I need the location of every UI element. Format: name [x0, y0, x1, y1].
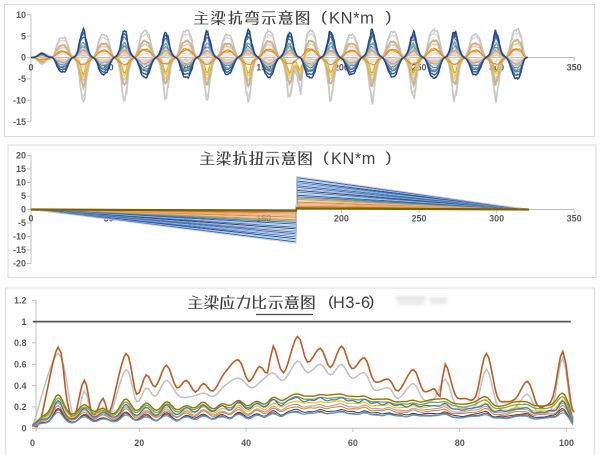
- svg-text:300: 300: [489, 63, 504, 73]
- svg-text:KN*m: KN*m: [331, 150, 376, 168]
- svg-text:0: 0: [30, 438, 35, 448]
- svg-text:60: 60: [348, 438, 358, 448]
- svg-text:5: 5: [21, 191, 26, 201]
- svg-text:10: 10: [16, 10, 26, 20]
- svg-text:KN*m: KN*m: [329, 10, 375, 28]
- svg-text:-5: -5: [18, 218, 26, 228]
- svg-text:H3-6: H3-6: [333, 294, 371, 312]
- svg-text:0: 0: [21, 53, 26, 63]
- svg-text:80: 80: [455, 438, 465, 448]
- svg-text:0: 0: [28, 63, 33, 73]
- svg-text:40: 40: [241, 438, 251, 448]
- svg-text:0.4: 0.4: [14, 381, 27, 391]
- svg-text:-15: -15: [13, 245, 26, 255]
- svg-text:1.2: 1.2: [14, 296, 27, 306]
- svg-text:300: 300: [489, 214, 504, 224]
- svg-text:20: 20: [16, 151, 26, 161]
- svg-text:0: 0: [21, 205, 26, 215]
- svg-text:250: 250: [411, 214, 426, 224]
- svg-text:0.6: 0.6: [14, 360, 27, 370]
- svg-text:10: 10: [16, 178, 26, 188]
- svg-text:-15: -15: [13, 117, 26, 127]
- svg-text:0: 0: [28, 214, 33, 224]
- svg-text:0.2: 0.2: [14, 402, 27, 412]
- svg-text:350: 350: [567, 63, 582, 73]
- svg-text:15: 15: [16, 164, 26, 174]
- svg-text:-10: -10: [13, 232, 26, 242]
- svg-text:200: 200: [334, 214, 349, 224]
- svg-text:350: 350: [567, 214, 582, 224]
- svg-text:-20: -20: [13, 259, 26, 269]
- svg-text:100: 100: [559, 438, 574, 448]
- svg-text:0: 0: [21, 424, 26, 434]
- svg-text:-5: -5: [18, 74, 26, 84]
- svg-text:1: 1: [21, 317, 26, 327]
- svg-text:5: 5: [21, 31, 26, 41]
- svg-text:200: 200: [334, 63, 349, 73]
- svg-text:-10: -10: [13, 96, 26, 106]
- svg-text:0.8: 0.8: [14, 338, 27, 348]
- svg-text:20: 20: [134, 438, 144, 448]
